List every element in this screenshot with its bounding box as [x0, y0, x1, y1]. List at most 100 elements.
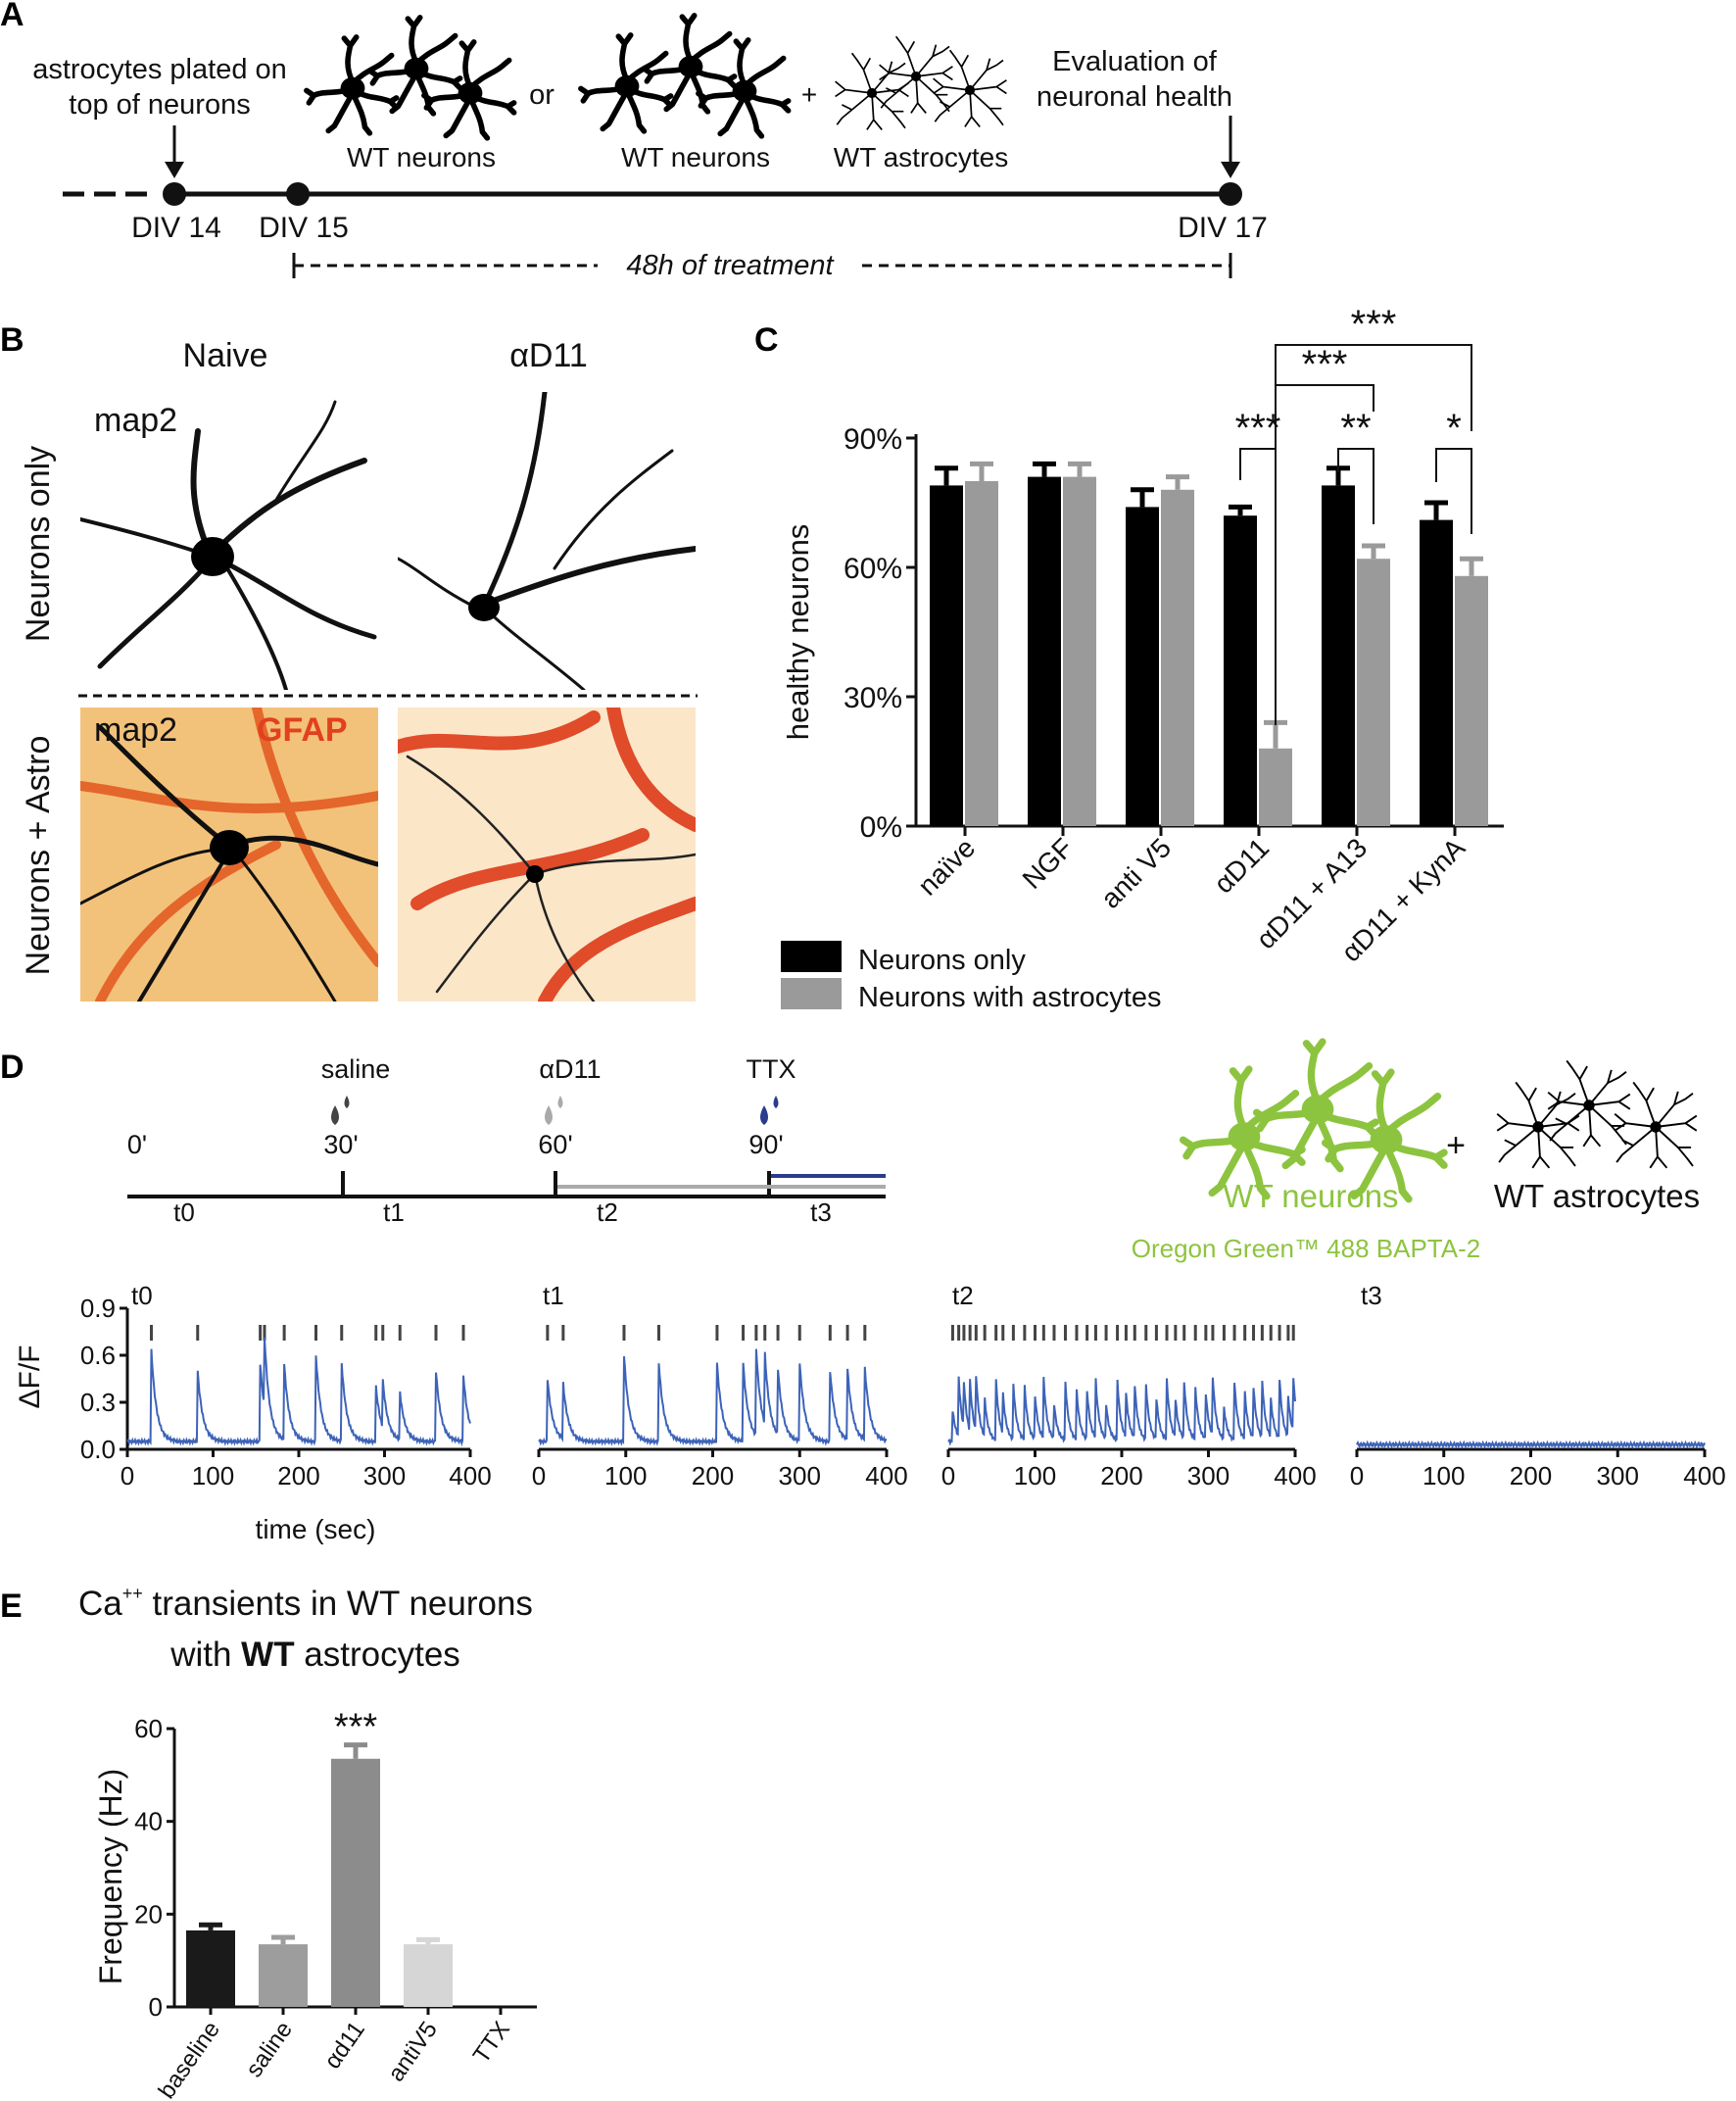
- trace-x-tick-label: 300: [363, 1461, 406, 1490]
- c-significance-stars: **: [1340, 407, 1371, 450]
- c-significance-stars: ***: [1235, 407, 1281, 450]
- wt-neurons-label-1: WT neurons: [347, 142, 496, 172]
- trace-x-tick-label: 0: [121, 1461, 134, 1490]
- panel-c-legend: Neurons only Neurons with astrocytes: [781, 941, 1161, 1013]
- or-label: or: [529, 79, 555, 111]
- traces-y-tick-label: 0.9: [80, 1294, 116, 1323]
- c-bar: [1126, 507, 1159, 826]
- trace-x-tick-label: 300: [1187, 1461, 1230, 1490]
- trace-panel-title: t3: [1361, 1281, 1382, 1310]
- c-significance-bracket: [1275, 344, 1472, 431]
- legend-swatch-neurons-only: [781, 941, 842, 972]
- timeline-90-label: 90': [748, 1130, 783, 1159]
- timeline-30-label: 30': [323, 1130, 358, 1159]
- trace-x-tick-label: 100: [1014, 1461, 1056, 1490]
- e-x-tick-label: antiV5: [383, 2017, 443, 2086]
- calcium-trace-line: [1356, 1440, 1706, 1449]
- evaluation-label-line1: Evaluation of: [1052, 46, 1218, 77]
- traces-y-tick-label: 0.0: [80, 1435, 116, 1464]
- traces-ylabel: ΔF/F: [14, 1344, 46, 1408]
- trace-x-tick-label: 400: [449, 1461, 491, 1490]
- c-x-tick-label: αD11: [1208, 832, 1275, 899]
- c-bar: [965, 481, 998, 826]
- trace-panel-title: t2: [952, 1281, 974, 1310]
- gfap-label: GFAP: [257, 711, 348, 749]
- e-bar: [186, 1930, 235, 2007]
- c-x-tick-label: naïve: [912, 832, 981, 901]
- panel-a-timeline: astrocytes plated on top of neurons WT n…: [32, 16, 1268, 281]
- c-significance-bracket: [1337, 448, 1374, 524]
- micrograph-naive-neurons-astro: map2 GFAP: [80, 708, 378, 1002]
- traces-y-tick-label: 0.3: [80, 1388, 116, 1417]
- e-x-tick-label: αd11: [319, 2017, 370, 2074]
- trace-x-tick-label: 0: [1350, 1461, 1364, 1490]
- e-y-tick-label: 20: [134, 1899, 163, 1929]
- e-x-tick-label: TTX: [468, 2017, 515, 2069]
- micrograph-naive-neurons-only: [80, 392, 378, 690]
- plated-label-line1: astrocytes plated on: [32, 54, 287, 85]
- wt-astrocytes-label-1: WT astrocytes: [834, 142, 1008, 172]
- c-significance-bracket: [1435, 448, 1472, 534]
- wt-neurons-icon-1: [307, 18, 514, 138]
- calcium-trace-line: [126, 1337, 471, 1447]
- wt-neurons-label-2: WT neurons: [621, 142, 770, 172]
- div17-label: DIV 17: [1178, 212, 1268, 244]
- traces-xlabel: time (sec): [256, 1514, 376, 1544]
- row-label-neurons-only: Neurons only: [20, 446, 57, 642]
- div15-marker: [286, 182, 310, 206]
- segment-t3-label: t3: [810, 1197, 832, 1227]
- panel-label-b: B: [0, 321, 24, 359]
- ttx-drop-icon: [760, 1096, 779, 1125]
- c-x-tick-label: NGF: [1017, 832, 1080, 895]
- c-bar: [1224, 515, 1257, 826]
- c-x-tick-label: anti V5: [1095, 832, 1178, 914]
- panel-d-cell-schematic: + WT neurons WT astrocytes Oregon Green™…: [1132, 1042, 1700, 1263]
- title-ca: Ca: [78, 1585, 122, 1623]
- micrograph-ad11-neurons-astro: [398, 708, 696, 1002]
- e-x-tick-label: baseline: [154, 2017, 225, 2101]
- trace-x-tick-label: 400: [865, 1461, 907, 1490]
- trace-panel-title: t1: [543, 1281, 564, 1310]
- e-y-tick-label: 60: [134, 1714, 163, 1743]
- panel-b-labels: Naive αD11 Neurons only Neurons + Astro: [20, 337, 698, 975]
- c-bar: [1357, 559, 1390, 826]
- panel-c-ylabel: healthy neurons: [781, 524, 815, 741]
- trace-x-tick-label: 400: [1683, 1461, 1725, 1490]
- c-y-tick-label: 60%: [844, 553, 902, 585]
- plated-label-line2: top of neurons: [69, 89, 250, 121]
- div14-label: DIV 14: [131, 212, 221, 244]
- c-bar: [930, 485, 963, 826]
- green-wt-neurons-label: WT neurons: [1223, 1178, 1398, 1214]
- e-y-tick-label: 40: [134, 1807, 163, 1836]
- trace-x-tick-label: 300: [1597, 1461, 1639, 1490]
- plus-label-d: +: [1446, 1127, 1466, 1164]
- c-bar: [1063, 476, 1096, 826]
- c-significance-stars: *: [1446, 407, 1462, 450]
- wt-astrocytes-icon-2: [1496, 1059, 1698, 1169]
- trace-panel-title: t0: [131, 1281, 153, 1310]
- panel-label-e: E: [0, 1588, 23, 1625]
- trace-x-tick-label: 100: [1423, 1461, 1465, 1490]
- c-bar: [1259, 748, 1292, 826]
- segment-t0-label: t0: [173, 1197, 195, 1227]
- trace-x-tick-label: 100: [604, 1461, 647, 1490]
- c-significance-bracket: [1275, 384, 1374, 449]
- legend-label-neurons-with-astrocytes: Neurons with astrocytes: [858, 982, 1161, 1013]
- trace-x-tick-label: 100: [192, 1461, 234, 1490]
- calcium-trace-line: [947, 1376, 1296, 1446]
- e-bar: [404, 1944, 453, 2007]
- panel-e-title-line2: with WT astrocytes: [169, 1636, 460, 1674]
- wt-astrocytes-label-2: WT astrocytes: [1494, 1178, 1700, 1214]
- map2-label-top: map2: [94, 402, 178, 439]
- timeline-60-label: 60': [538, 1130, 572, 1159]
- timeline-saline-label: saline: [321, 1054, 391, 1084]
- c-y-tick-label: 0%: [860, 811, 902, 844]
- panel-e-ylabel: Frequency (Hz): [93, 1769, 128, 1985]
- panel-label-a: A: [0, 0, 24, 33]
- div14-marker: [163, 182, 186, 206]
- wt-neurons-icon-2: [581, 16, 789, 136]
- trace-x-tick-label: 200: [277, 1461, 319, 1490]
- micrograph-ad11-neurons-only: [398, 392, 696, 690]
- timeline-ad11-label: αD11: [539, 1054, 601, 1084]
- e-significance-stars: ***: [334, 1707, 378, 1748]
